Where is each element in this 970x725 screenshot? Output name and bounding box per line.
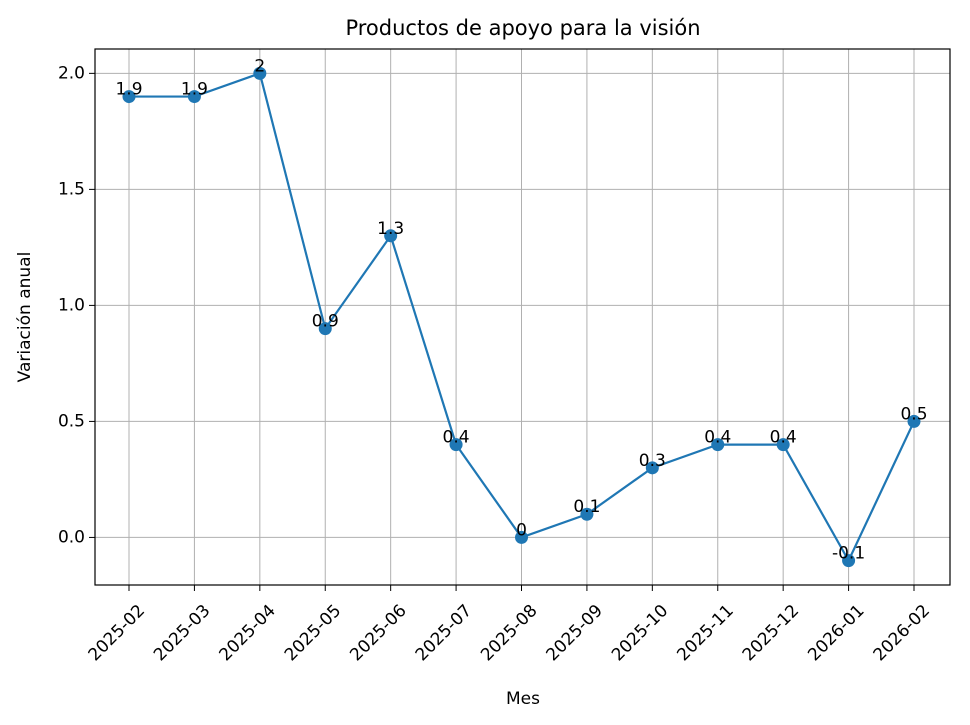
x-axis-label: Mes [506, 689, 540, 709]
y-axis-label: Variación anual [15, 252, 35, 383]
x-tick-label: 2025-08 [477, 601, 541, 665]
marker [776, 438, 790, 452]
marker [253, 66, 267, 80]
data-label: -0.1 [832, 544, 865, 564]
marker [187, 90, 201, 104]
marker [711, 438, 725, 452]
data-label: 0.4 [704, 428, 731, 448]
x-tick-label: 2025-11 [673, 601, 737, 665]
plot-frame [94, 48, 951, 586]
data-label: 0.4 [770, 428, 797, 448]
data-label: 0.3 [639, 451, 666, 471]
marker [907, 414, 921, 428]
data-label: 0.5 [900, 404, 927, 424]
y-tick-label: 1.5 [58, 179, 85, 199]
data-label: 0 [516, 520, 527, 540]
marker [384, 229, 398, 243]
data-label: 1.9 [181, 80, 208, 100]
marker [122, 90, 136, 104]
marker [449, 438, 463, 452]
x-tick-label: 2026-02 [870, 601, 934, 665]
x-tick-label: 2025-09 [543, 601, 607, 665]
data-label: 1.9 [115, 80, 142, 100]
marker [842, 554, 856, 568]
data-label: 0.9 [312, 312, 339, 332]
x-tick-label: 2025-07 [412, 601, 476, 665]
marker [515, 530, 528, 544]
marker [580, 507, 594, 521]
x-tick-label: 2026-01 [804, 601, 868, 665]
marker [318, 322, 332, 336]
data-label: 1.3 [377, 219, 404, 239]
marker [645, 461, 659, 475]
y-tick-label: 2.0 [58, 63, 85, 83]
x-tick-label: 2025-02 [85, 601, 149, 665]
data-label: 0.4 [443, 428, 470, 448]
x-tick-label: 2025-10 [608, 601, 672, 665]
x-tick-label: 2025-03 [150, 601, 214, 665]
data-label: 2 [254, 56, 265, 76]
x-tick-label: 2025-04 [215, 601, 279, 665]
data-label: 0.1 [573, 497, 600, 517]
y-tick-label: 0.0 [58, 527, 85, 547]
x-tick-label: 2025-06 [346, 601, 410, 665]
chart-title: Productos de apoyo para la visión [345, 16, 700, 40]
x-tick-label: 2025-05 [281, 601, 345, 665]
y-tick-label: 1.0 [58, 295, 85, 315]
x-tick-label: 2025-12 [739, 601, 803, 665]
y-tick-label: 0.5 [58, 411, 85, 431]
